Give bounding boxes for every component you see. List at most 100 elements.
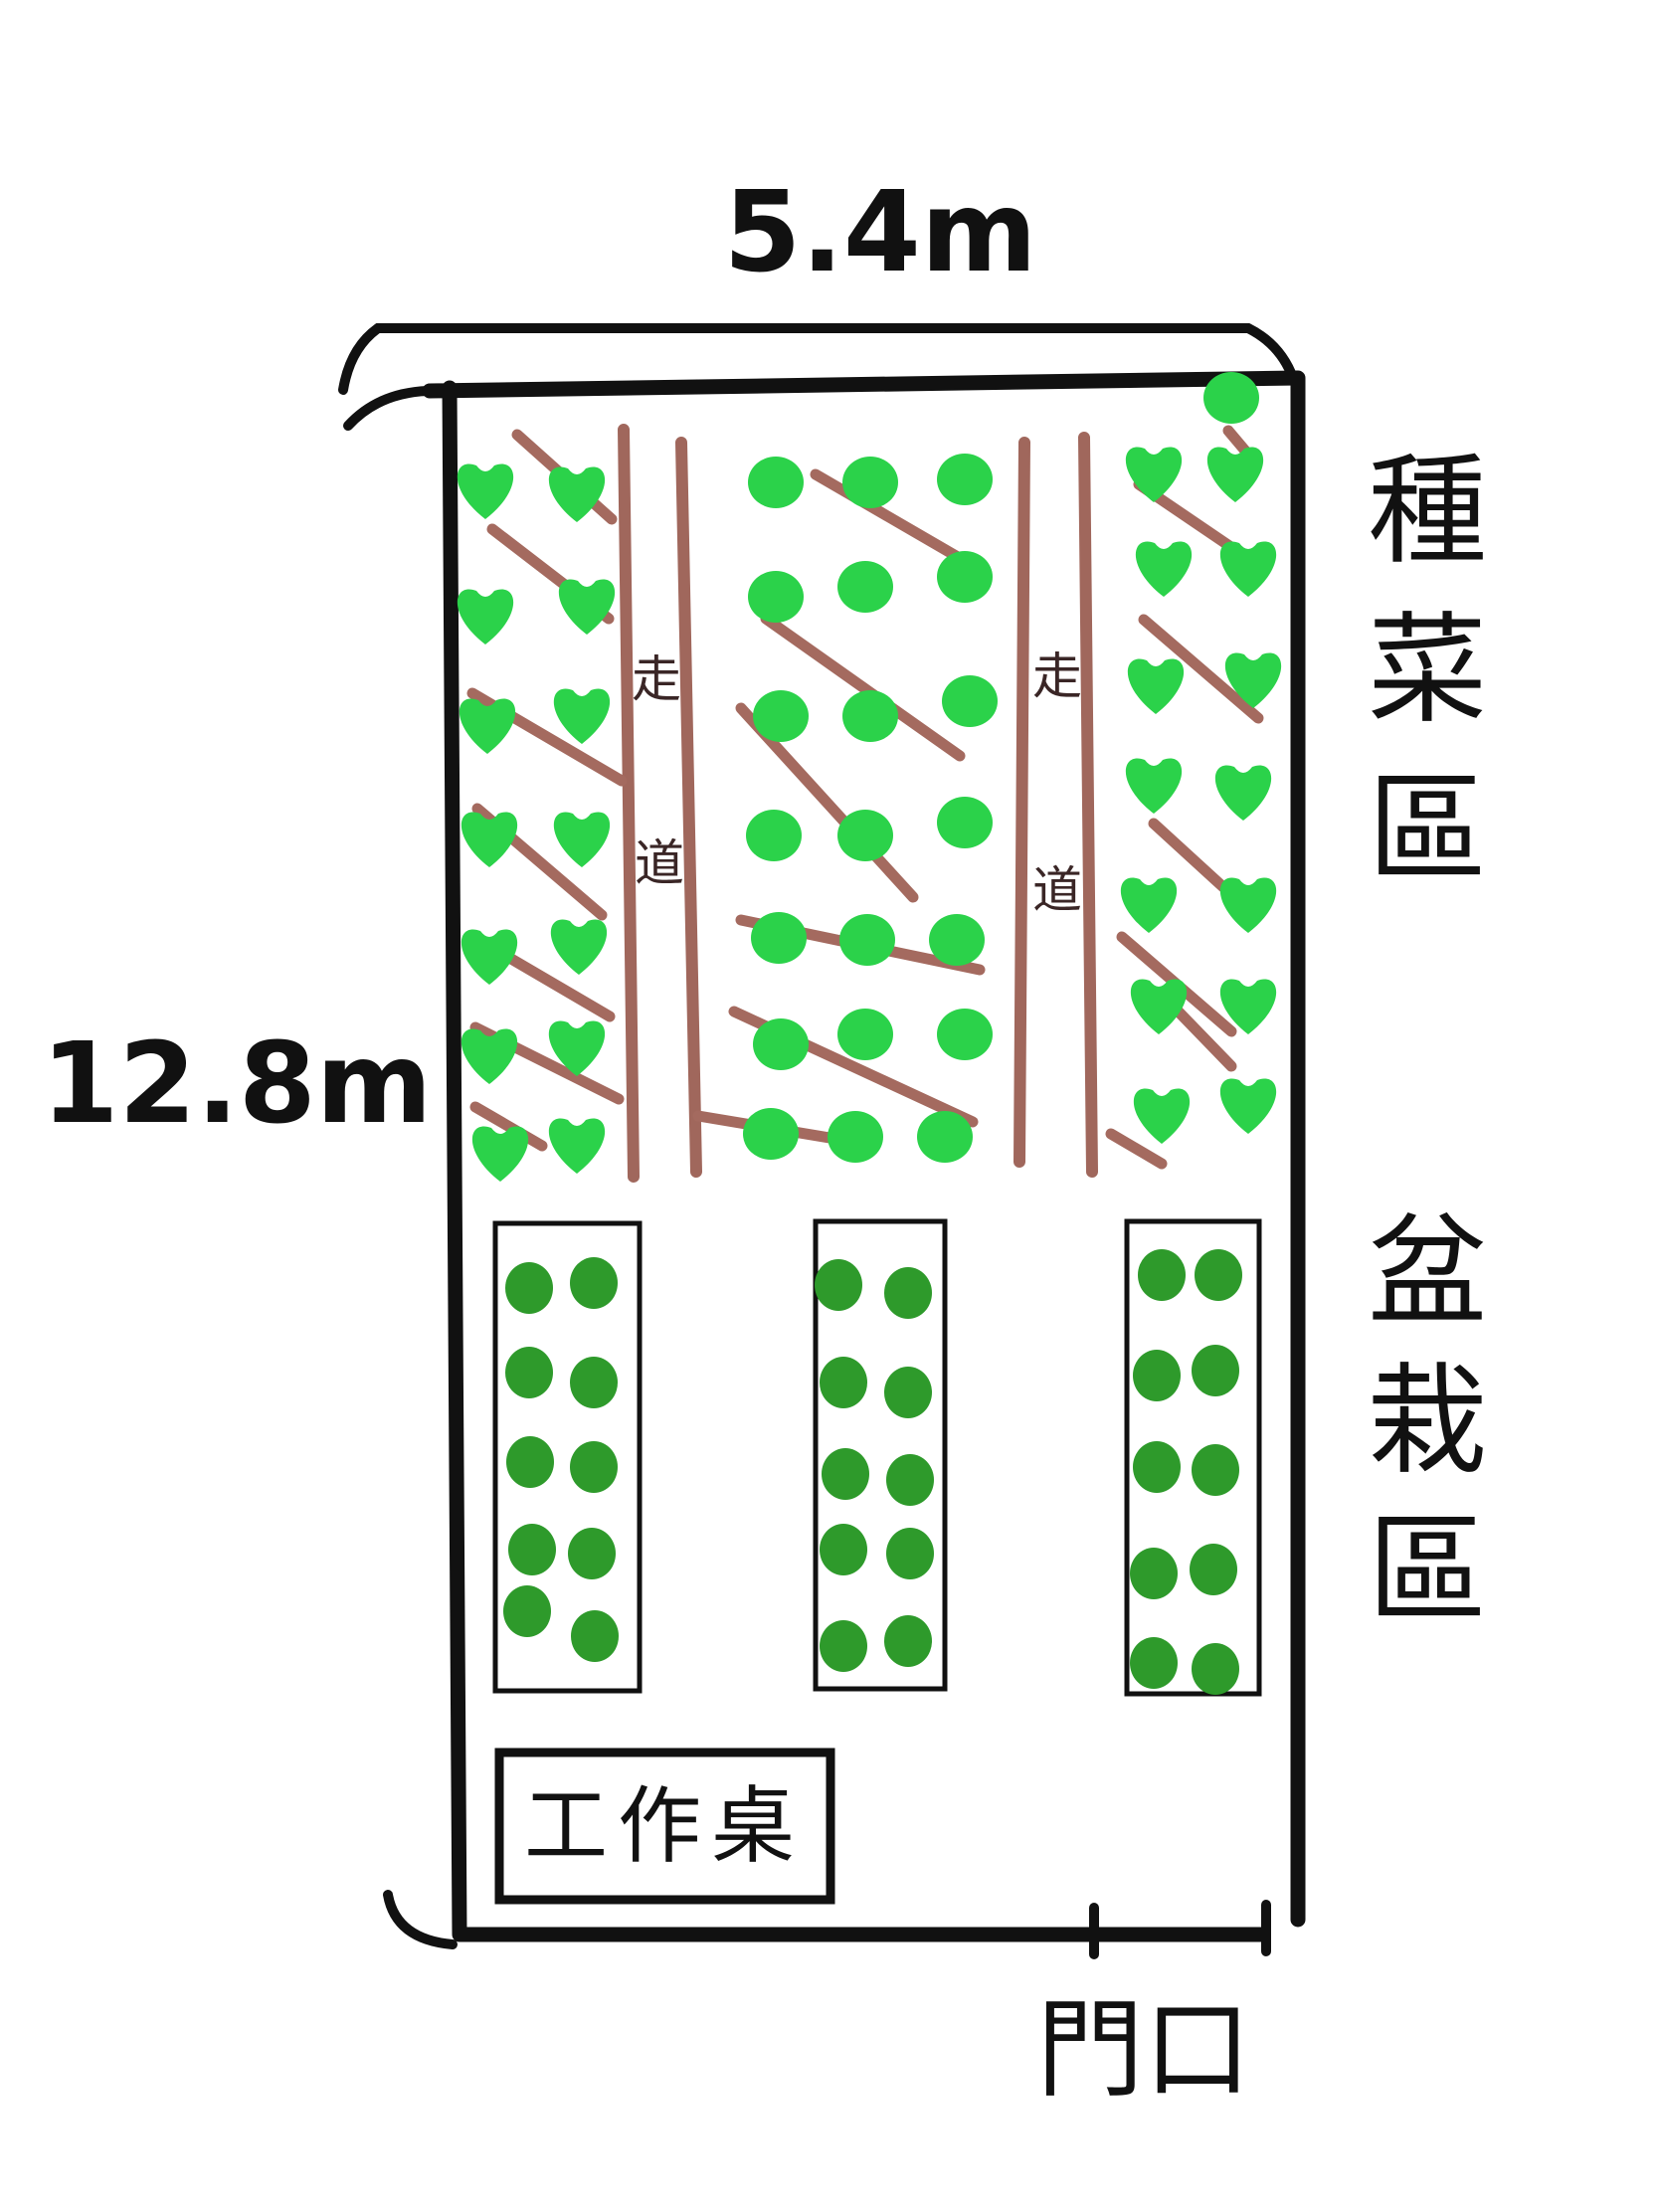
potted-plant bbox=[886, 1528, 934, 1579]
zone-label-char: 栽 bbox=[1368, 1353, 1487, 1491]
zone-label-char: 區 bbox=[1368, 761, 1487, 899]
leaf bbox=[548, 1118, 606, 1174]
leaf bbox=[1219, 877, 1277, 933]
zone-label-char: 菜 bbox=[1368, 602, 1487, 740]
leaf bbox=[550, 919, 608, 975]
leaf bbox=[1120, 877, 1178, 933]
walkway-label-left: 走 道 bbox=[632, 650, 684, 892]
potted-plant bbox=[503, 1585, 551, 1637]
potted-plant bbox=[815, 1259, 862, 1311]
potted-plant bbox=[570, 1257, 618, 1309]
leaf bbox=[461, 812, 518, 867]
leaf bbox=[753, 690, 809, 742]
planter-box bbox=[1124, 1218, 1262, 1697]
potted-plant bbox=[1192, 1643, 1239, 1695]
potted-plant bbox=[1138, 1249, 1186, 1301]
leaf bbox=[457, 463, 514, 519]
walkway-right bbox=[1014, 432, 1098, 1178]
leaf bbox=[1219, 541, 1277, 597]
leaf bbox=[1206, 447, 1264, 502]
leaf bbox=[1219, 979, 1277, 1034]
vegetable-zone-label: 種菜區 bbox=[1368, 443, 1487, 899]
leaf bbox=[1130, 979, 1188, 1034]
potted-plant bbox=[1192, 1345, 1239, 1396]
leaf bbox=[837, 810, 893, 861]
leaf bbox=[1135, 541, 1193, 597]
leaf bbox=[942, 675, 998, 727]
leaf bbox=[1125, 447, 1183, 502]
leaf bbox=[461, 929, 518, 985]
walkway-char-2: 道 bbox=[635, 834, 684, 892]
leaf bbox=[751, 912, 807, 964]
potted-zone-label: 盆栽區 bbox=[1368, 1203, 1487, 1640]
leaf bbox=[748, 571, 804, 623]
zone-label-char: 種 bbox=[1368, 443, 1487, 581]
potted-plant bbox=[570, 1441, 618, 1493]
potted-plant bbox=[1190, 1544, 1237, 1595]
potted-plant bbox=[505, 1262, 553, 1314]
planter-box bbox=[492, 1220, 643, 1694]
walkway-char-2: 道 bbox=[1032, 861, 1082, 919]
leaf bbox=[828, 1111, 883, 1163]
height-dimension-line bbox=[343, 386, 458, 1949]
leaf bbox=[1219, 1078, 1277, 1134]
planter-box bbox=[813, 1218, 948, 1692]
potted-plant bbox=[884, 1267, 932, 1319]
potted-plant bbox=[1192, 1444, 1239, 1496]
leaf bbox=[937, 797, 993, 848]
potted-plant bbox=[1130, 1548, 1178, 1599]
potted-planters bbox=[492, 1218, 1262, 1697]
leaf bbox=[748, 457, 804, 508]
leaf bbox=[929, 914, 985, 966]
width-dimension-line bbox=[338, 323, 1296, 395]
potted-plant bbox=[570, 1357, 618, 1408]
leaf bbox=[917, 1111, 973, 1163]
leaf bbox=[746, 810, 802, 861]
vine-stroke bbox=[760, 613, 966, 762]
leaf bbox=[553, 812, 611, 867]
leaf bbox=[937, 454, 993, 505]
leaf bbox=[837, 561, 893, 613]
zone-label-char: 區 bbox=[1368, 1502, 1487, 1640]
height-label: 12.8m bbox=[41, 1019, 432, 1149]
vegetable-beds-leaves bbox=[457, 372, 1282, 1182]
walkway-char-1: 走 bbox=[1032, 647, 1082, 705]
door-label: 門口 bbox=[1036, 1988, 1251, 2113]
leaf bbox=[842, 457, 898, 508]
walkway-label-right: 走 道 bbox=[1032, 647, 1082, 919]
leaf bbox=[937, 1009, 993, 1060]
potted-plant bbox=[508, 1524, 556, 1575]
potted-plant bbox=[822, 1448, 869, 1500]
width-label: 5.4m bbox=[723, 168, 1036, 297]
work-desk bbox=[494, 1748, 835, 1905]
leaf bbox=[548, 1020, 606, 1076]
leaf bbox=[1133, 1088, 1191, 1144]
leaf bbox=[457, 589, 514, 645]
zone-label-char: 盆 bbox=[1368, 1203, 1487, 1342]
leaf bbox=[743, 1108, 799, 1160]
leaf bbox=[842, 690, 898, 742]
potted-plant bbox=[505, 1347, 553, 1398]
potted-plant bbox=[884, 1615, 932, 1667]
leaf bbox=[553, 688, 611, 744]
potted-plant bbox=[1133, 1441, 1181, 1493]
vine-stroke bbox=[1105, 1128, 1168, 1170]
leaf bbox=[837, 1009, 893, 1060]
leaf bbox=[1127, 658, 1185, 714]
leaf bbox=[461, 1028, 518, 1084]
room-outline bbox=[422, 370, 1306, 1942]
potted-plant bbox=[886, 1454, 934, 1506]
vine-stroke bbox=[810, 468, 976, 570]
vine-stroke bbox=[1138, 614, 1264, 724]
leaf bbox=[753, 1018, 809, 1070]
walkway-char-1: 走 bbox=[632, 650, 681, 708]
leaf bbox=[1125, 758, 1183, 814]
leaf bbox=[839, 914, 895, 966]
potted-plants bbox=[503, 1249, 1242, 1695]
leaf bbox=[1214, 765, 1272, 821]
leaf bbox=[459, 698, 516, 754]
leaf bbox=[937, 551, 993, 603]
leaf bbox=[1203, 372, 1259, 424]
leaf bbox=[471, 1126, 529, 1182]
